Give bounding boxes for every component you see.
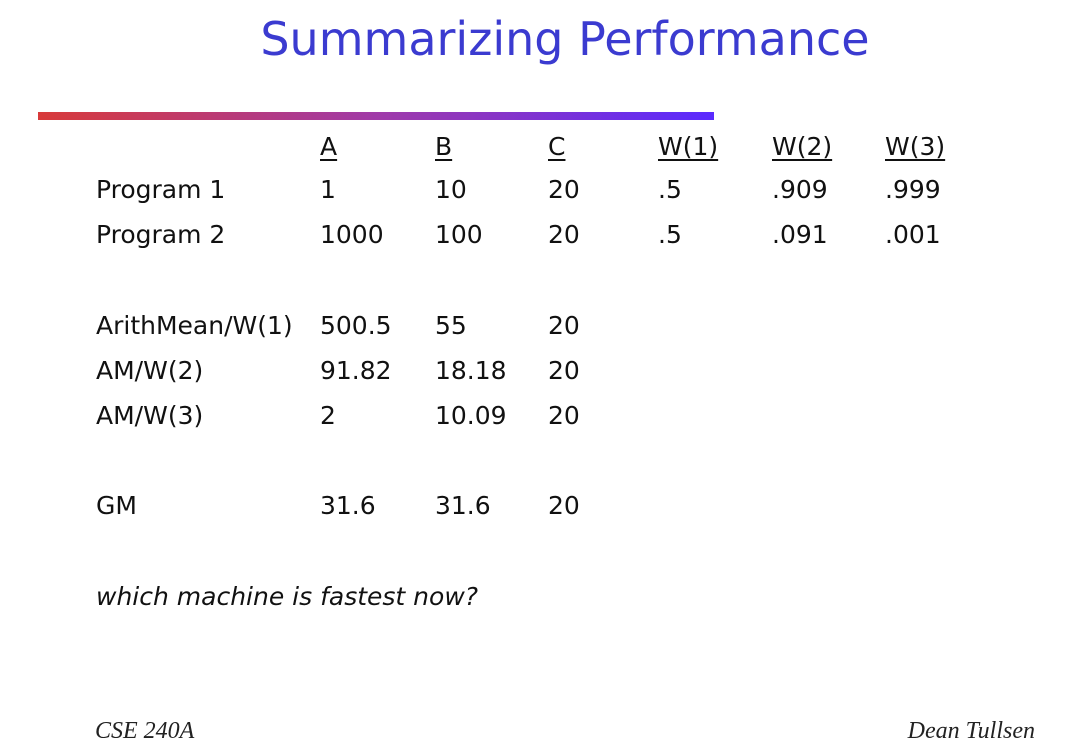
footer-right: Dean Tullsen: [907, 718, 1035, 744]
cell-value: .909: [772, 175, 828, 204]
cell-value: .001: [885, 220, 941, 249]
cell-value: 91.82: [320, 356, 392, 385]
cell-value: 31.6: [435, 491, 491, 520]
cell-value: 1: [320, 175, 336, 204]
cell-value: 1000: [320, 220, 384, 249]
cell-value: 2: [320, 401, 336, 430]
column-header: W(2): [772, 132, 833, 161]
cell-value: 20: [548, 356, 580, 385]
row-label: Program 2: [96, 220, 226, 249]
cell-value: .091: [772, 220, 828, 249]
cell-value: 100: [435, 220, 483, 249]
row-label: AM/W(3): [96, 401, 204, 430]
column-header: C: [548, 132, 566, 161]
cell-value: 20: [548, 311, 580, 340]
footer-left: CSE 240A: [95, 718, 195, 744]
cell-value: .999: [885, 175, 941, 204]
column-header: W(1): [658, 132, 719, 161]
column-header: A: [320, 132, 338, 161]
row-label: AM/W(2): [96, 356, 204, 385]
cell-value: 10.09: [435, 401, 507, 430]
row-label: Program 1: [96, 175, 226, 204]
cell-value: 10: [435, 175, 467, 204]
column-header: W(3): [885, 132, 946, 161]
cell-value: .5: [658, 220, 682, 249]
column-header: B: [435, 132, 453, 161]
cell-value: .5: [658, 175, 682, 204]
cell-value: 20: [548, 175, 580, 204]
cell-value: 18.18: [435, 356, 507, 385]
cell-value: 20: [548, 401, 580, 430]
question: which machine is fastest now?: [96, 582, 479, 611]
row-label: GM: [96, 491, 137, 520]
cell-value: 500.5: [320, 311, 392, 340]
cell-value: 20: [548, 491, 580, 520]
cell-value: 31.6: [320, 491, 376, 520]
cell-value: 55: [435, 311, 467, 340]
divider-bar: [38, 112, 714, 120]
cell-value: 20: [548, 220, 580, 249]
title: Summarizing Performance: [260, 12, 870, 66]
row-label: ArithMean/W(1): [96, 311, 293, 340]
